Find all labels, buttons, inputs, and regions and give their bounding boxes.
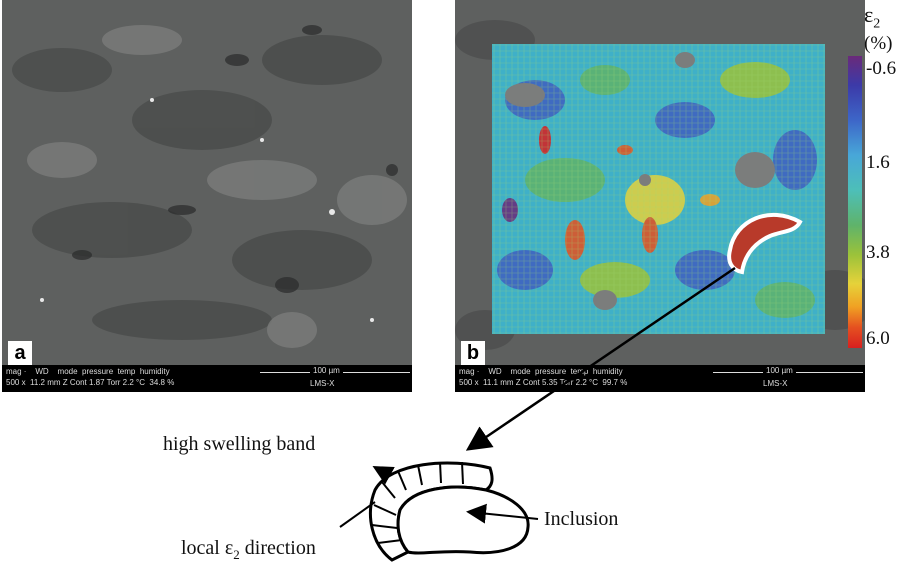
sem-databar-b: mag · WD mode pressure temp humidity 500…	[455, 365, 865, 392]
direction-label-suffix: direction	[239, 537, 316, 559]
panel-a-label: a	[8, 341, 32, 365]
databar-b-values: 500 x 11.1 mm Z Cont 5.35 Torr 2.2 °C 99…	[459, 378, 628, 387]
direction-label-sub: 2	[233, 547, 240, 562]
instrument-label-b: LMS-X	[763, 379, 788, 388]
sem-databar-a: mag · WD mode pressure temp humidity 500…	[2, 365, 412, 392]
instrument-label-a: LMS-X	[310, 379, 335, 388]
schematic-band-dividers	[371, 461, 464, 544]
sem-image-wet-strain-map: b mag · WD mode pressure temp humidity 5…	[455, 0, 865, 392]
scale-label-b: 100 µm	[763, 366, 796, 375]
direction-label-prefix: local ε	[181, 537, 234, 559]
colorbar-title: ε2	[864, 2, 880, 32]
colorbar-tick: 6.0	[866, 328, 890, 349]
schematic-band	[368, 461, 494, 562]
direction-label: local ε2 direction	[181, 537, 316, 563]
direction-pointer	[339, 501, 376, 528]
inclusion-label: Inclusion	[544, 508, 619, 530]
databar-b-header: mag · WD mode pressure temp humidity	[459, 367, 623, 376]
colorbar-tick: 3.8	[866, 242, 890, 263]
colorbar-unit: (%)	[864, 33, 893, 54]
colorbar-tick: 1.6	[866, 152, 890, 173]
strain-map	[455, 0, 865, 365]
band-pointer	[372, 466, 395, 485]
colorbar	[848, 56, 862, 348]
panel-b-label: b	[461, 341, 485, 365]
inclusion-pointer	[466, 503, 539, 524]
schematic-inclusion	[396, 485, 530, 555]
sem-texture-a	[2, 0, 412, 365]
scale-label-a: 100 µm	[310, 366, 343, 375]
epsilon-subscript: 2	[873, 16, 881, 32]
colorbar-tick: -0.6	[866, 58, 897, 79]
band-label: high swelling band	[163, 433, 316, 455]
databar-a-header: mag · WD mode pressure temp humidity	[6, 367, 170, 376]
sem-image-dry: a mag · WD mode pressure temp humidity 5…	[2, 0, 412, 392]
databar-a-values: 500 x 11.2 mm Z Cont 1.87 Torr 2.2 °C 34…	[6, 378, 175, 387]
epsilon-symbol: ε	[864, 2, 874, 27]
